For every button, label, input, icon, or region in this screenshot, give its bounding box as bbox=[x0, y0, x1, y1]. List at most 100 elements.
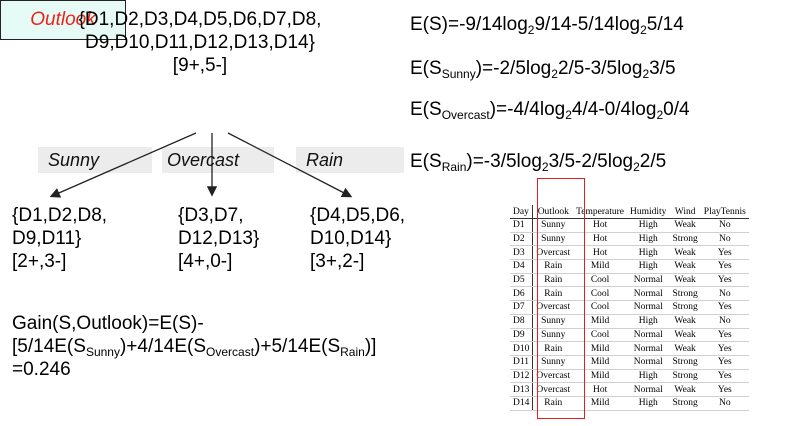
branch-band-rain bbox=[296, 147, 404, 173]
cell-temperature: Cool bbox=[573, 286, 628, 302]
cell-wind: Weak bbox=[669, 382, 701, 397]
child-set-line1: {D1,D2,D8, bbox=[12, 205, 108, 226]
branch-band-overcast bbox=[162, 147, 274, 173]
root-node-label: Outlook bbox=[30, 9, 96, 30]
cell-temperature: Hot bbox=[573, 382, 628, 397]
cell-outlook: Rain bbox=[532, 273, 574, 288]
cell-outlook: Sunny bbox=[532, 355, 574, 370]
cell-day: D7 bbox=[510, 300, 534, 315]
table-row: D6 Rain Cool Normal Strong No bbox=[510, 286, 749, 302]
cell-playtennis: Yes bbox=[700, 245, 749, 261]
cell-day: D8 bbox=[510, 314, 534, 329]
equation-e-rain: E(SRain)=-3/5log23/5-2/5log22/5 bbox=[410, 151, 667, 174]
cell-temperature: Mild bbox=[573, 369, 628, 384]
table-row: D4 Rain Mild High Weak Yes bbox=[510, 259, 749, 274]
table-row: D9 Sunny Cool Normal Weak Yes bbox=[510, 328, 749, 343]
col-header-temperature: Temperature bbox=[573, 205, 628, 219]
cell-outlook: Rain bbox=[532, 259, 574, 274]
root-set-line2: D9,D10,D11,D12,D13,D14} bbox=[85, 32, 315, 53]
outlook-column-highlight bbox=[537, 178, 585, 419]
col-header-day: Day bbox=[510, 205, 534, 219]
cell-day: D9 bbox=[510, 328, 534, 343]
edge-sunny bbox=[49, 132, 197, 198]
cell-temperature: Hot bbox=[573, 232, 628, 247]
equation-e-sunny: E(SSunny)=-2/5log22/5-3/5log23/5 bbox=[410, 58, 676, 81]
cell-outlook: Rain bbox=[532, 396, 574, 411]
table-header-row: Day Outlook Temperature Humidity Wind Pl… bbox=[510, 205, 749, 219]
cell-temperature: Mild bbox=[573, 341, 628, 356]
root-set-line1: {D1,D2,D3,D4,D5,D6,D7,D8, bbox=[78, 9, 322, 30]
table-row: D8 Sunny Mild High Weak No bbox=[510, 314, 749, 329]
child-set-rain: {D4,D5,D6, D10,D14} [3+,2-] bbox=[310, 204, 405, 273]
cell-wind: Strong bbox=[669, 369, 701, 384]
child-set-counts: [2+,3-] bbox=[12, 251, 67, 272]
cell-humidity: High bbox=[627, 314, 670, 329]
cell-wind: Weak bbox=[669, 314, 701, 329]
cell-day: D13 bbox=[510, 382, 534, 397]
table-row: D13 Overcast Hot Normal Weak Yes bbox=[510, 382, 749, 397]
cell-humidity: High bbox=[627, 396, 670, 411]
cell-wind: Strong bbox=[669, 300, 701, 315]
cell-outlook: Overcast bbox=[532, 369, 574, 384]
cell-wind: Strong bbox=[669, 355, 701, 370]
cell-humidity: High bbox=[627, 245, 670, 261]
cell-day: D5 bbox=[510, 273, 534, 288]
root-node-outlook: Outlook bbox=[0, 0, 126, 40]
cell-playtennis: Yes bbox=[700, 341, 749, 356]
col-header-outlook: Outlook bbox=[532, 205, 574, 219]
cell-playtennis: No bbox=[700, 396, 749, 411]
cell-day: D14 bbox=[510, 396, 534, 411]
equation-e-s: E(S)=-9/14log29/14-5/14log25/14 bbox=[410, 14, 684, 37]
child-set-line2: D12,D13} bbox=[178, 228, 260, 249]
cell-temperature: Mild bbox=[573, 314, 628, 329]
cell-playtennis: Yes bbox=[700, 273, 749, 288]
table-row: D11 Sunny Mild Normal Strong Yes bbox=[510, 355, 749, 370]
table-row: D12 Overcast Mild High Strong Yes bbox=[510, 369, 749, 384]
cell-playtennis: Yes bbox=[700, 259, 749, 274]
cell-humidity: Normal bbox=[627, 273, 670, 288]
child-set-sunny: {D1,D2,D8, D9,D11} [2+,3-] bbox=[12, 204, 107, 273]
cell-humidity: High bbox=[627, 259, 670, 274]
gain-formula: Gain(S,Outlook)=E(S)- [5/14E(SSunny)+4/1… bbox=[12, 312, 376, 381]
cell-outlook: Rain bbox=[532, 341, 574, 356]
gain-line3: =0.246 bbox=[12, 359, 71, 380]
col-header-playtennis: PlayTennis bbox=[700, 205, 749, 219]
child-set-line2: D10,D14} bbox=[310, 228, 392, 249]
cell-playtennis: Yes bbox=[700, 369, 749, 384]
root-set: {D1,D2,D3,D4,D5,D6,D7,D8, D9,D10,D11,D12… bbox=[30, 8, 370, 77]
branch-label-overcast: Overcast bbox=[167, 150, 240, 170]
cell-wind: Weak bbox=[669, 218, 701, 233]
cell-outlook: Sunny bbox=[532, 218, 574, 233]
cell-outlook: Sunny bbox=[532, 328, 574, 343]
cell-wind: Weak bbox=[669, 259, 701, 274]
equation-e-overcast: E(SOvercast)=-4/4log24/4-0/4log20/4 bbox=[410, 99, 690, 122]
child-set-overcast: {D3,D7, D12,D13} [4+,0-] bbox=[178, 204, 259, 273]
child-set-line2: D9,D11} bbox=[12, 228, 82, 249]
cell-day: D4 bbox=[510, 259, 534, 274]
cell-wind: Strong bbox=[669, 286, 701, 302]
cell-playtennis: No bbox=[700, 314, 749, 329]
table-row: D3 Overcast Hot High Weak Yes bbox=[510, 245, 749, 261]
cell-day: D6 bbox=[510, 286, 534, 302]
table-row: D7 Overcast Cool Normal Strong Yes bbox=[510, 300, 749, 315]
col-header-wind: Wind bbox=[669, 205, 701, 219]
table-row: D1 Sunny Hot High Weak No bbox=[510, 218, 749, 233]
branch-label-rain: Rain bbox=[306, 150, 344, 170]
edge-rain bbox=[227, 132, 353, 198]
cell-day: D1 bbox=[510, 218, 534, 233]
cell-temperature: Mild bbox=[573, 259, 628, 274]
cell-day: D3 bbox=[510, 245, 534, 261]
table-row: D14 Rain Mild High Strong No bbox=[510, 396, 749, 411]
col-header-humidity: Humidity bbox=[627, 205, 670, 219]
cell-outlook: Overcast bbox=[532, 382, 574, 397]
cell-outlook: Overcast bbox=[532, 300, 574, 315]
cell-humidity: Normal bbox=[627, 382, 670, 397]
cell-outlook: Sunny bbox=[532, 314, 574, 329]
cell-day: D12 bbox=[510, 369, 534, 384]
cell-playtennis: No bbox=[700, 218, 749, 233]
child-set-counts: [3+,2-] bbox=[310, 251, 365, 272]
child-set-line1: {D4,D5,D6, bbox=[310, 205, 406, 226]
branch-label-sunny: Sunny bbox=[48, 150, 100, 170]
cell-wind: Weak bbox=[669, 328, 701, 343]
